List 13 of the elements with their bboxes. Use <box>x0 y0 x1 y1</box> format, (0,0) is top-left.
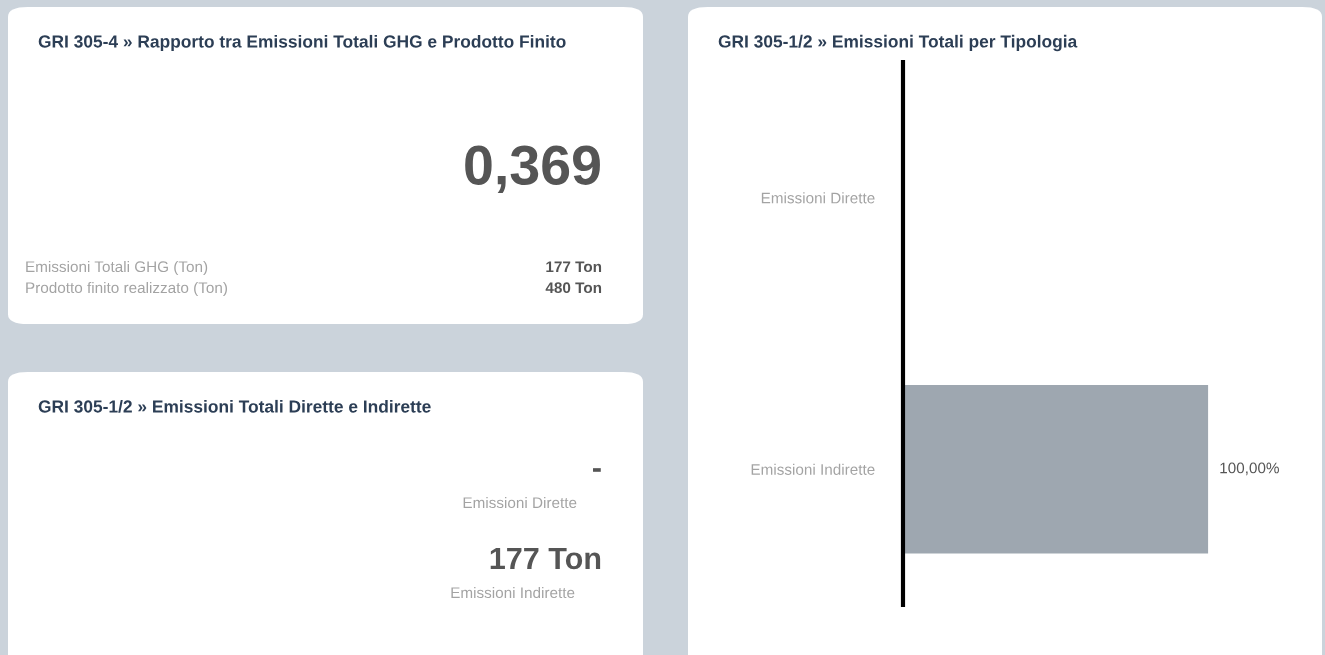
data-label: 100,00% <box>1220 462 1279 476</box>
text: Emissioni Indirette <box>451 586 575 599</box>
text: Emissioni Dirette <box>463 496 577 509</box>
text: 177 Ton <box>546 261 602 273</box>
text: Emissioni Totali GHG (Ton) <box>26 260 208 276</box>
chart-title: GRI 305-1/2 » Emissioni Totali per Tipologia <box>718 34 1078 52</box>
text: - <box>593 468 601 472</box>
text: Prodotto finito realizzato (Ton) <box>26 281 227 297</box>
text: GRI 305-4 » Rapporto tra Emissioni Totali GHG e Prodotto Finito <box>38 34 566 52</box>
text: 480 Ton <box>545 282 602 294</box>
text: 0,369 <box>465 145 600 193</box>
text: 177 Ton <box>490 547 601 570</box>
text: GRI 305-1/2 » Emissioni Totali Dirette e Indirette <box>38 399 431 413</box>
